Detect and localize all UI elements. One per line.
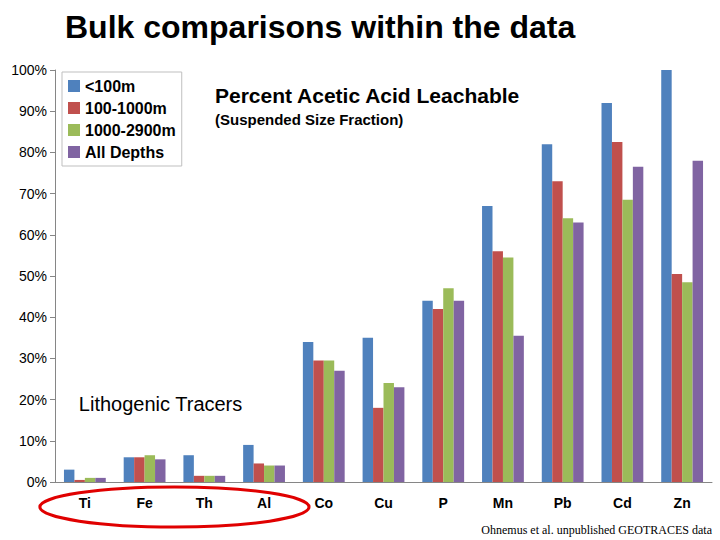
svg-text:Ohnemus et al. unpublished GEO: Ohnemus et al. unpublished GEOTRACES dat… (481, 523, 712, 537)
svg-text:P: P (439, 495, 448, 511)
svg-text:Pb: Pb (554, 495, 572, 511)
svg-text:Cd: Cd (613, 495, 632, 511)
svg-text:100%: 100% (11, 62, 47, 78)
svg-text:Al: Al (257, 495, 271, 511)
svg-text:100-1000m: 100-1000m (85, 100, 167, 117)
svg-text:Th: Th (196, 495, 213, 511)
svg-text:20%: 20% (19, 392, 47, 408)
svg-text:70%: 70% (19, 186, 47, 202)
svg-text:40%: 40% (19, 309, 47, 325)
svg-text:30%: 30% (19, 350, 47, 366)
svg-text:90%: 90% (19, 103, 47, 119)
svg-text:Bulk comparisons within the da: Bulk comparisons within the data (65, 9, 576, 45)
svg-text:10%: 10% (19, 433, 47, 449)
svg-text:Ti: Ti (79, 495, 91, 511)
svg-text:Percent Acetic Acid Leachable: Percent Acetic Acid Leachable (215, 84, 519, 107)
svg-text:50%: 50% (19, 268, 47, 284)
svg-text:Zn: Zn (674, 495, 691, 511)
svg-text:All Depths: All Depths (85, 144, 164, 161)
svg-text:1000-2900m: 1000-2900m (85, 122, 176, 139)
svg-text:80%: 80% (19, 144, 47, 160)
svg-text:Cu: Cu (374, 495, 393, 511)
svg-text:60%: 60% (19, 227, 47, 243)
svg-text:0%: 0% (27, 474, 47, 490)
svg-text:Co: Co (314, 495, 333, 511)
svg-text:<100m: <100m (85, 78, 135, 95)
svg-text:Mn: Mn (493, 495, 513, 511)
svg-text:Fe: Fe (136, 495, 153, 511)
svg-text:(Suspended Size Fraction): (Suspended Size Fraction) (215, 111, 403, 128)
svg-text:Lithogenic Tracers: Lithogenic Tracers (79, 393, 242, 415)
